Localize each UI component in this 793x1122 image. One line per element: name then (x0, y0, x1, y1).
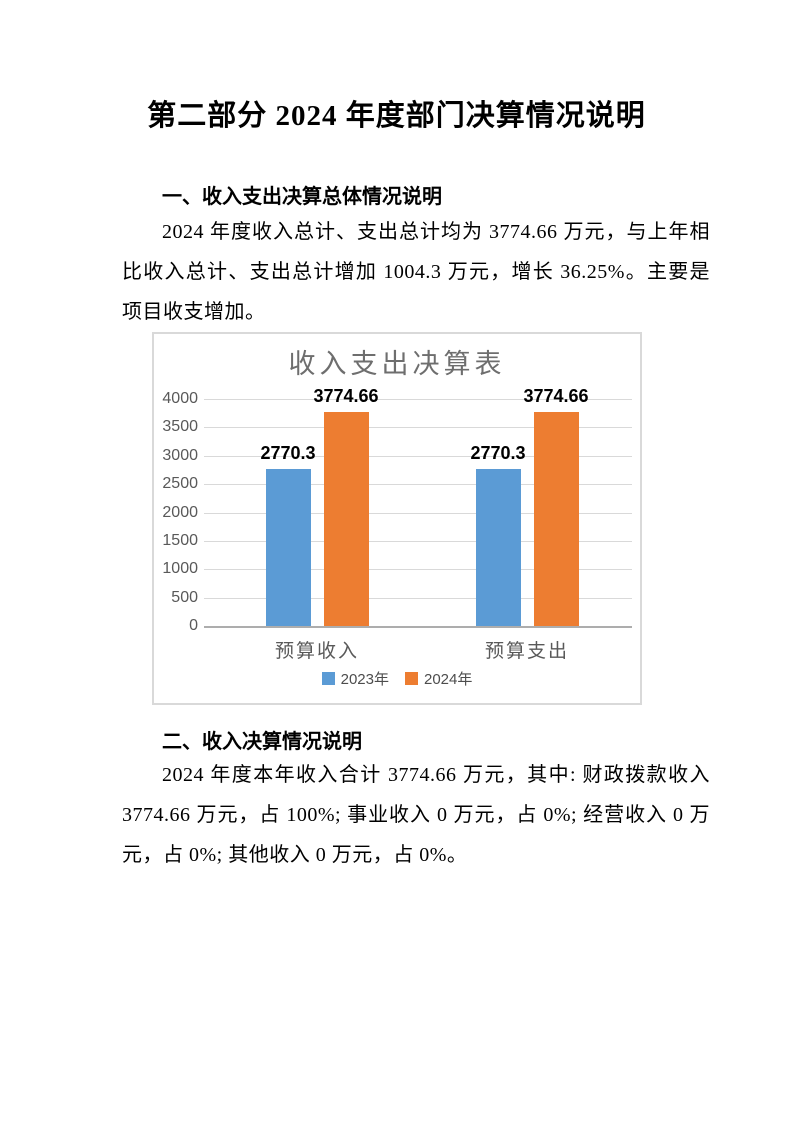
income-expenditure-bar-chart: 收入支出决算表 0 500 1000 1500 2000 2500 3000 3500 4000… (152, 332, 642, 705)
y-axis-label-1000: 1000 (162, 560, 198, 578)
legend-color-swatch (321, 672, 335, 685)
y-axis-label-3500: 3500 (162, 418, 198, 436)
bar-2024年-预算支出 (533, 411, 579, 626)
legend-item-2023年: 2023年 (321, 668, 389, 689)
section-1-paragraph: 2024 年度收入总计、支出总计均为 3774.66 万元，与上年相比收入总计、… (122, 221, 710, 323)
y-axis-label-0: 0 (189, 617, 198, 634)
data-label-2023年-预算收入: 2770.3 (260, 442, 316, 463)
gridline-4000 (204, 399, 632, 400)
bar-2023年-预算支出 (475, 468, 521, 626)
gridline-1000 (204, 569, 632, 571)
gridline-2000 (204, 512, 632, 514)
data-label-2024年-预算支出: 3774.66 (523, 385, 589, 406)
y-axis-label-2500: 2500 (162, 475, 198, 493)
chart-title: 收入支出决算表 (288, 349, 506, 379)
legend-item-2024年: 2024年 (405, 668, 472, 689)
data-label-2023年-预算支出: 2770.3 (470, 442, 526, 463)
legend-color-swatch (405, 672, 418, 685)
legend-label: 2024年 (424, 671, 473, 688)
x-category-label-预算支出: 预算支出 (484, 641, 569, 662)
bar-2023年-预算收入 (265, 468, 311, 626)
gridline-3500 (204, 427, 632, 429)
page-title: 第二部分 2024 年度部门决算情况说明 (147, 100, 646, 132)
section-2-paragraph: 2024 年度本年收入合计 3774.66 万元，其中: 财政拨款收入 3774… (122, 764, 710, 866)
y-axis-label-4000: 4000 (162, 390, 198, 407)
gridline-0 (204, 626, 632, 628)
data-label-2024年-预算收入: 3774.66 (313, 385, 379, 406)
y-axis-label-2000: 2000 (162, 503, 198, 521)
y-axis-label-1500: 1500 (162, 531, 198, 549)
bar-2024年-预算收入 (323, 411, 369, 626)
chart-legend: 2023年 2024年 (154, 668, 640, 689)
y-axis-label-500: 500 (171, 588, 198, 606)
section-2-heading: 二、收入决算情况说明 (162, 731, 362, 753)
gridline-1500 (204, 540, 632, 542)
legend-label: 2023年 (340, 671, 389, 688)
section-1-heading: 一、收入支出决算总体情况说明 (162, 186, 442, 208)
gridline-2500 (204, 484, 632, 486)
gridline-3000 (204, 455, 632, 457)
y-axis-label-3000: 3000 (162, 446, 198, 464)
gridline-500 (204, 597, 632, 599)
x-category-label-预算收入: 预算收入 (274, 641, 359, 662)
